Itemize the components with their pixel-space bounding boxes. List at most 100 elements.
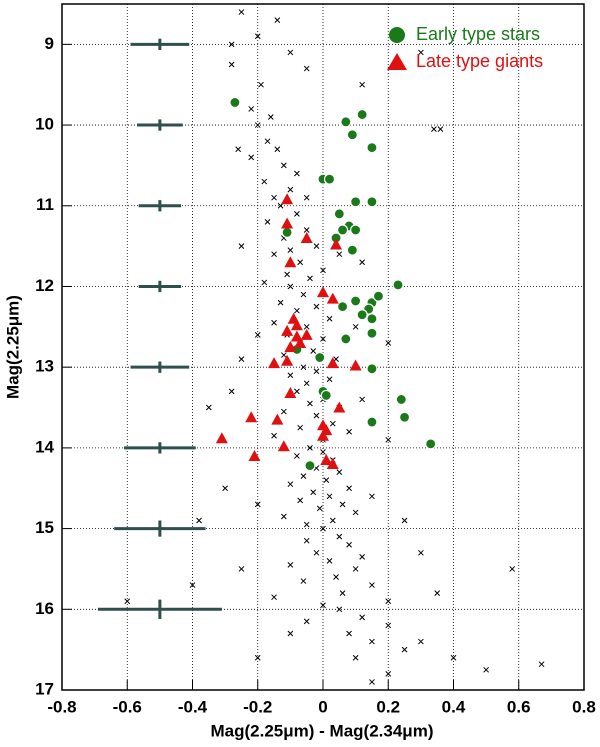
data-point <box>317 286 329 298</box>
background-star <box>294 388 300 395</box>
background-star <box>274 146 281 153</box>
background-star <box>284 271 290 278</box>
y-axis-title: Mag(2.25μm) <box>3 295 22 399</box>
background-star <box>280 408 287 415</box>
background-star <box>326 558 333 564</box>
background-star <box>205 404 212 411</box>
background-star <box>352 509 359 516</box>
background-star <box>189 582 196 588</box>
background-star <box>294 170 300 177</box>
data-point <box>284 256 297 268</box>
data-point <box>268 357 281 369</box>
background-star <box>303 65 310 72</box>
background-star <box>339 590 346 597</box>
background-star <box>254 332 261 338</box>
data-point <box>340 116 352 128</box>
background-star <box>310 489 317 496</box>
data-point <box>350 295 362 307</box>
background-star <box>277 299 284 306</box>
background-star <box>320 602 326 609</box>
background-star <box>303 521 310 528</box>
background-star <box>258 81 264 88</box>
background-star <box>385 671 392 677</box>
data-point <box>271 413 284 425</box>
y-tick-label: 11 <box>36 195 54 214</box>
background-star <box>352 566 359 572</box>
background-star <box>336 251 343 258</box>
background-star <box>264 138 271 145</box>
background-star <box>287 630 294 637</box>
data-point <box>425 438 437 450</box>
data-point <box>392 279 404 291</box>
x-tick-label: 0.8 <box>572 697 596 716</box>
background-star <box>336 533 343 540</box>
background-star <box>254 501 261 508</box>
background-star <box>303 323 310 330</box>
background-star <box>238 356 245 362</box>
data-point <box>320 453 333 465</box>
background-star <box>333 574 339 580</box>
background-star <box>369 493 375 500</box>
y-tick-label: 9 <box>45 34 54 53</box>
background-star <box>326 493 333 500</box>
data-point <box>350 224 362 236</box>
background-star <box>261 178 268 185</box>
data-point <box>317 429 329 441</box>
x-tick-label: -0.8 <box>47 697 76 716</box>
background-star <box>238 566 245 572</box>
background-star <box>313 368 320 375</box>
background-star <box>320 525 326 532</box>
data-point <box>326 357 339 369</box>
x-tick-label: -0.4 <box>178 697 208 716</box>
data-point <box>340 333 352 345</box>
background-star <box>310 348 317 354</box>
background-star <box>300 291 307 298</box>
data-point <box>314 351 326 364</box>
background-star <box>385 340 392 346</box>
background-star <box>294 307 300 314</box>
data-point <box>326 458 339 470</box>
data-point <box>245 411 258 423</box>
background-star <box>359 81 366 88</box>
background-star <box>352 654 359 661</box>
background-star <box>431 126 437 132</box>
background-star <box>323 477 330 484</box>
data-point <box>366 363 378 375</box>
background-star <box>450 654 457 661</box>
background-star <box>238 243 245 249</box>
data-point <box>366 327 378 339</box>
data-point <box>281 354 294 366</box>
background-star <box>369 582 375 588</box>
background-star <box>254 122 261 128</box>
data-point <box>346 129 358 141</box>
x-tick-label: 0.6 <box>507 697 531 716</box>
x-axis-title: Mag(2.25μm) - Mag(2.34μm) <box>211 721 434 740</box>
background-star <box>267 114 274 120</box>
background-star <box>359 614 366 621</box>
background-star <box>303 194 310 201</box>
data-point <box>304 460 316 472</box>
background-star <box>300 364 307 371</box>
background-star <box>307 445 313 451</box>
background-star <box>369 679 375 685</box>
background-star <box>228 61 235 68</box>
background-star <box>336 469 343 475</box>
data-point <box>366 142 378 154</box>
background-star <box>297 424 304 431</box>
background-star <box>538 661 545 668</box>
background-star <box>418 638 424 645</box>
data-point <box>333 401 346 413</box>
background-star <box>329 420 336 427</box>
background-star <box>329 517 336 524</box>
data-point <box>356 309 368 321</box>
background-star <box>346 630 352 637</box>
background-star <box>124 598 131 605</box>
background-star <box>287 283 294 290</box>
data-point <box>284 387 297 399</box>
data-point <box>300 232 313 244</box>
background-star <box>359 396 366 403</box>
data-point <box>215 432 228 444</box>
background-star <box>346 485 352 492</box>
background-star <box>196 517 202 524</box>
background-star <box>483 666 489 673</box>
